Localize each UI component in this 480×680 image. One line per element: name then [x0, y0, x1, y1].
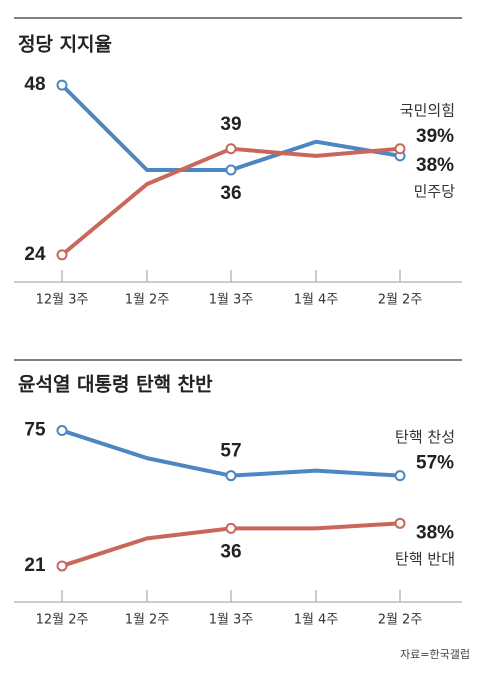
series-name: 탄핵 반대 [395, 550, 455, 568]
series-name: 탄핵 찬성 [395, 428, 455, 446]
chart-title: 정당 지지율 [18, 34, 112, 56]
value-label: 36 [220, 541, 241, 562]
chart-title: 윤석열 대통령 탄핵 찬반 [18, 374, 213, 396]
x-tick-label: 1월 4주 [294, 613, 339, 628]
x-tick-label: 1월 2주 [125, 293, 170, 308]
marker [56, 425, 68, 437]
marker [56, 560, 68, 572]
value-label: 48 [24, 74, 45, 95]
value-label: 36 [220, 183, 241, 204]
marker [225, 470, 237, 482]
marker [394, 143, 406, 155]
marker [394, 470, 406, 482]
value-label: 57 [220, 441, 241, 462]
value-label: 75 [24, 420, 46, 441]
x-tick-label: 1월 3주 [209, 293, 254, 308]
series-name: 민주당 [414, 182, 456, 200]
series-name: 국민의힘 [400, 101, 455, 119]
value-label: 24 [24, 244, 46, 265]
x-tick-label: 12월 2주 [36, 613, 89, 628]
marker [56, 79, 68, 91]
marker [225, 522, 237, 534]
x-tick-label: 12월 3주 [36, 293, 89, 308]
x-tick-label: 2월 2주 [378, 293, 423, 308]
x-tick-label: 1월 4주 [294, 293, 339, 308]
marker [225, 164, 237, 176]
value-label: 57% [416, 453, 454, 474]
marker [56, 249, 68, 261]
value-label: 39 [220, 114, 241, 135]
marker [225, 143, 237, 155]
value-label: 39% [416, 126, 454, 147]
source: 자료=한국갤럽 [400, 647, 470, 661]
marker [394, 517, 406, 529]
x-tick-label: 2월 2주 [378, 613, 423, 628]
x-tick-label: 1월 2주 [125, 613, 170, 628]
value-label: 38% [416, 522, 454, 543]
x-tick-label: 1월 3주 [209, 613, 254, 628]
value-label: 38% [416, 155, 454, 176]
value-label: 21 [24, 555, 46, 576]
